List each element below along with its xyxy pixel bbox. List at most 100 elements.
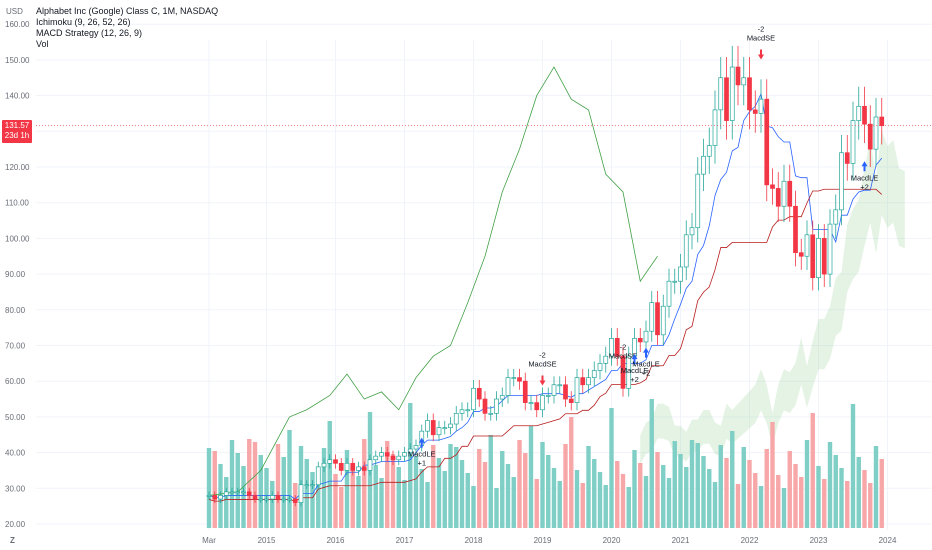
candle-body	[626, 355, 632, 389]
volume-bar	[212, 451, 217, 528]
x-tick-label: 2016	[327, 536, 345, 545]
candle-body	[580, 377, 586, 386]
volume-bar	[408, 403, 413, 528]
candle-body	[281, 498, 287, 501]
volume-bar	[270, 481, 275, 528]
candle-body	[356, 466, 361, 471]
volume-bar	[229, 440, 235, 528]
x-tick-label: Mar	[202, 536, 216, 545]
volume-bar	[557, 481, 562, 528]
strategy-qty: +2	[630, 375, 639, 384]
volume-bar	[528, 426, 534, 528]
volume-bar	[735, 484, 741, 528]
candle-body	[758, 98, 764, 114]
volume-bar	[643, 476, 649, 528]
volume-bar	[373, 465, 378, 528]
candle-body	[321, 462, 327, 468]
volume-bar	[850, 404, 856, 528]
candle-body	[873, 116, 879, 150]
volume-bar	[770, 422, 775, 528]
candle-body	[695, 173, 701, 229]
candle-body	[793, 205, 798, 254]
candle-body	[701, 155, 706, 175]
candle-body	[678, 266, 683, 282]
candle-body	[666, 280, 672, 307]
volume-bar	[833, 455, 838, 528]
candle-body	[568, 398, 574, 403]
candle-body	[344, 462, 350, 471]
volume-bar	[707, 469, 712, 528]
volume-bar	[465, 473, 470, 528]
volume-bar	[281, 457, 286, 528]
y-tick-label: 160.00	[5, 20, 30, 29]
strategy-label: MacdSE	[609, 352, 637, 361]
legend-macd-strategy[interactable]: MACD Strategy (12, 26, 9)	[36, 28, 143, 38]
volume-bar	[563, 444, 568, 528]
candle-body	[517, 377, 522, 382]
volume-bar	[482, 462, 488, 528]
candle-body	[522, 380, 528, 403]
candle-body	[453, 412, 459, 425]
candle-body	[724, 77, 729, 121]
volume-bar	[333, 474, 338, 528]
chart-title: Alphabet Inc (Google) Class C, 1M, NASDA…	[36, 6, 219, 16]
candle-body	[879, 116, 885, 127]
volume-bar	[787, 451, 792, 528]
volume-bar	[661, 465, 666, 528]
strategy-label: MacdLE	[408, 450, 436, 459]
volume-bar	[626, 487, 631, 528]
volume-bar	[695, 443, 700, 528]
candle-body	[833, 209, 839, 225]
candle-body	[839, 152, 844, 211]
candle-body	[442, 427, 448, 429]
candle-body	[269, 495, 275, 500]
candle-body	[459, 409, 465, 414]
volume-bar	[839, 468, 844, 528]
strategy-label: MacdLE	[851, 173, 879, 182]
volume-bar	[241, 466, 246, 528]
volume-bar	[678, 454, 683, 528]
candle-body	[804, 234, 810, 257]
candle-body	[373, 455, 379, 461]
volume-bar	[275, 444, 281, 528]
candle-body	[741, 77, 747, 86]
volume-bar	[310, 472, 315, 528]
candle-body	[540, 395, 545, 411]
volume-bar	[776, 475, 781, 528]
candle-body	[384, 452, 390, 457]
volume-bar	[327, 421, 332, 528]
volume-bar	[753, 473, 758, 528]
y-tick-label: 90.00	[5, 270, 26, 279]
volume-bar	[856, 457, 861, 528]
candle-body	[781, 180, 787, 207]
candle-body	[206, 495, 212, 497]
legend-volume[interactable]: Vol	[36, 39, 49, 49]
legend-ichimoku[interactable]: Ichimoku (9, 26, 52, 26)	[36, 17, 131, 27]
candle-body	[586, 377, 591, 386]
candle-body	[223, 491, 229, 496]
candle-body	[729, 66, 735, 121]
candle-body	[448, 423, 453, 428]
candle-body	[407, 448, 413, 453]
candle-body	[637, 338, 643, 343]
candle-body	[747, 77, 752, 111]
volume-bar	[379, 478, 384, 528]
volume-bar	[517, 440, 522, 528]
strategy-label: MacdLE	[632, 360, 660, 369]
volume-bar	[321, 448, 327, 528]
volume-bar	[638, 463, 643, 528]
volume-bar	[712, 482, 718, 528]
candle-body	[844, 152, 850, 164]
volume-bar	[350, 463, 355, 528]
candle-body	[235, 491, 241, 494]
zoom-button[interactable]: Z	[10, 536, 15, 545]
candle-body	[816, 238, 821, 279]
x-tick-label: 2018	[465, 536, 483, 545]
volume-bar	[385, 441, 390, 528]
candle-body	[557, 384, 563, 387]
volume-bar	[252, 442, 258, 528]
volume-bar	[258, 455, 263, 528]
candle-body	[597, 363, 603, 371]
y-tick-label: 150.00	[5, 56, 30, 65]
